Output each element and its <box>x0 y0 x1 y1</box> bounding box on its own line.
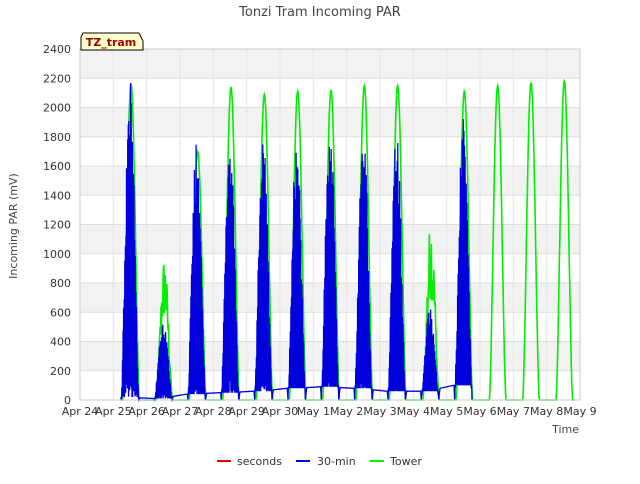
legend-label-30min: 30-min <box>317 455 356 468</box>
x-tick-label: May 5 <box>430 405 463 418</box>
y-tick-label: 400 <box>50 336 71 349</box>
legend-label-tower: Tower <box>389 455 422 468</box>
x-tick-label: May 2 <box>330 405 363 418</box>
x-tick-label: May 8 <box>530 405 563 418</box>
y-tick-label: 200 <box>50 365 71 378</box>
y-tick-label: 800 <box>50 277 71 290</box>
chart-title: Tonzi Tram Incoming PAR <box>238 5 401 20</box>
legend: seconds 30-min Tower <box>217 455 422 468</box>
y-tick-label: 2200 <box>43 72 71 85</box>
x-tick-label: Apr 27 <box>162 405 199 418</box>
y-tick-label: 600 <box>50 306 71 319</box>
y-tick-label: 1000 <box>43 248 71 261</box>
annotation-label: TZ_tram <box>86 36 137 49</box>
x-tick-label: May 1 <box>297 405 330 418</box>
x-tick-label: Apr 29 <box>228 405 265 418</box>
x-tick-label: Apr 28 <box>195 405 232 418</box>
y-axis-label: Incoming PAR (mV) <box>7 173 20 279</box>
x-axis-label: Time <box>551 423 579 436</box>
x-tick-label: May 7 <box>497 405 530 418</box>
x-tick-label: May 6 <box>463 405 496 418</box>
x-tick-label: May 4 <box>397 405 430 418</box>
y-tick-label: 1200 <box>43 219 71 232</box>
y-tick-label: 1800 <box>43 131 71 144</box>
y-tick-label: 2400 <box>43 43 71 56</box>
x-tick-label: Apr 24 <box>62 405 99 418</box>
plot-band <box>80 49 580 78</box>
x-tick-label: May 3 <box>363 405 396 418</box>
y-tick-label: 2000 <box>43 102 71 115</box>
x-tick-label: Apr 26 <box>128 405 165 418</box>
x-tick-label: Apr 25 <box>95 405 132 418</box>
annotation-box: TZ_tram <box>81 33 143 50</box>
x-tick-label: May 9 <box>563 405 596 418</box>
legend-label-seconds: seconds <box>237 455 282 468</box>
x-tick-label: Apr 30 <box>262 405 299 418</box>
y-tick-label: 1600 <box>43 160 71 173</box>
y-tick-label: 1400 <box>43 189 71 202</box>
